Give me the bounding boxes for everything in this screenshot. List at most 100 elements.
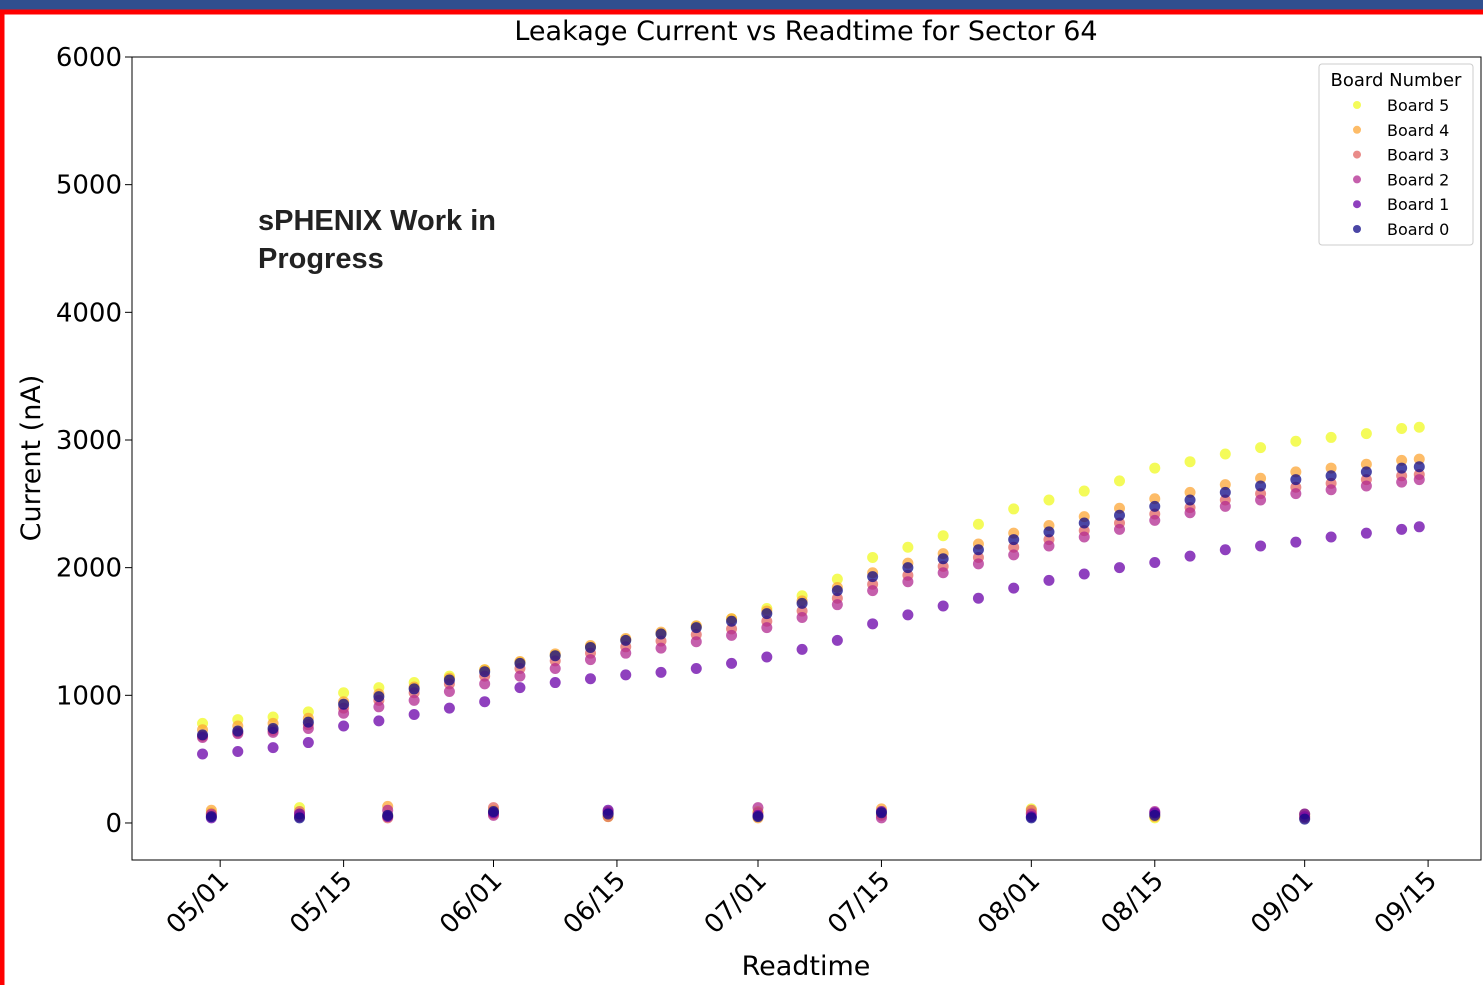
point [761,622,773,634]
x-tick-label: 05/01 [161,866,235,940]
point [479,666,491,678]
point [338,698,350,710]
point [514,657,526,669]
point [514,670,526,682]
point [726,657,738,669]
x-tick-label: 06/15 [558,866,632,940]
point [1184,507,1196,519]
point [875,807,887,819]
point [302,737,314,749]
point [902,541,914,553]
point [1149,514,1161,526]
point [1149,462,1161,474]
point [1396,422,1408,434]
points [197,421,1425,825]
point [1396,454,1408,466]
point [267,742,279,754]
point [1413,421,1425,433]
plot-area [131,56,1482,861]
point [1219,479,1231,491]
legend-marker [1353,125,1361,134]
point [1219,486,1231,498]
point [1360,527,1372,539]
point [1396,462,1408,474]
point [937,600,949,612]
point [205,811,217,823]
point [1219,500,1231,512]
point [1290,466,1302,478]
point [584,654,596,666]
point [831,599,843,611]
point [1255,442,1267,454]
point [831,573,843,585]
y-tick-label: 2000 [56,554,122,584]
point [761,608,773,620]
point [1413,461,1425,473]
point [902,576,914,588]
point [302,716,314,728]
x-tick-label: 06/01 [434,866,508,940]
point [902,609,914,621]
point [902,562,914,574]
point [690,622,702,634]
point [1360,428,1372,440]
legend-label: Board 3 [1387,146,1449,165]
point [937,567,949,579]
legend-label: Board 4 [1387,121,1449,140]
point [1325,531,1337,543]
point [1299,813,1311,825]
y-tick-label: 5000 [56,171,122,201]
point [1043,526,1055,538]
y-tick-label: 4000 [56,298,122,328]
legend-marker [1353,200,1361,209]
point [1043,540,1055,552]
point [373,715,385,727]
point [831,585,843,597]
point [1325,470,1337,482]
point [1290,435,1302,447]
point [408,708,420,720]
legend-box [1318,63,1474,246]
point [972,518,984,530]
point [655,628,667,640]
point [338,707,350,719]
point [620,647,632,659]
legend: Board Number Board 5 Board 4 Board 3 Board … [1318,63,1474,246]
point [373,701,385,713]
point [549,677,561,689]
point [796,597,808,609]
point [1184,494,1196,506]
point [1219,544,1231,556]
y-tick-label: 1000 [56,681,122,711]
x-tick-label: 08/15 [1096,866,1170,940]
point [1043,494,1055,506]
point [443,685,455,697]
point [1149,500,1161,512]
point [1360,458,1372,470]
legend-marker [1353,225,1361,233]
point [620,634,632,646]
point [338,687,350,699]
point [1360,480,1372,492]
point [796,643,808,655]
point [831,634,843,646]
point [1413,474,1425,486]
point [1008,541,1020,553]
legend-marker [1353,175,1361,184]
point [197,748,209,760]
point [1025,812,1037,824]
point [867,585,879,597]
point [1255,480,1267,492]
point [1149,493,1161,505]
x-tick-label: 09/15 [1369,866,1443,940]
point [655,666,667,678]
point [1290,488,1302,500]
point [690,663,702,675]
y-axis-label: Current (nA) [16,375,47,542]
point [972,592,984,604]
point [796,611,808,623]
legend-label: Board 5 [1387,96,1449,115]
x-tick-label: 07/15 [822,866,896,940]
x-tick-label: 05/15 [284,866,358,940]
point [655,642,667,654]
